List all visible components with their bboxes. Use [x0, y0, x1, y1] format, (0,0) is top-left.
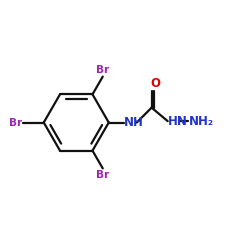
Text: Br: Br [96, 170, 109, 180]
Text: HN: HN [168, 115, 188, 128]
Text: NH₂: NH₂ [189, 115, 214, 128]
Text: Br: Br [96, 65, 109, 75]
Text: Br: Br [9, 118, 22, 128]
Text: O: O [150, 77, 160, 90]
Text: NH: NH [124, 116, 144, 129]
